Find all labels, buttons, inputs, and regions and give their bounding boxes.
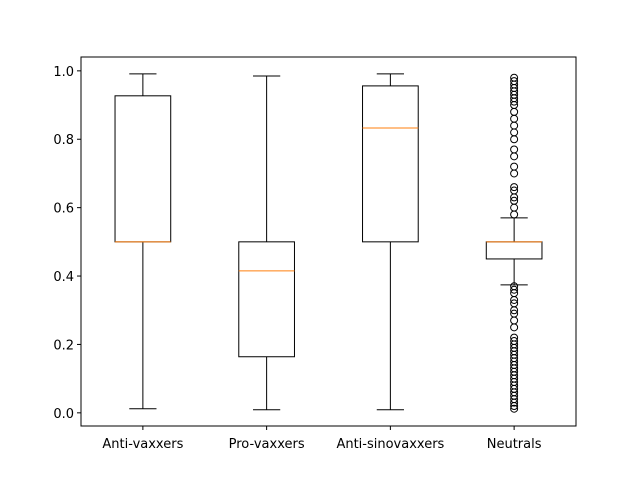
y-tick-label: 0.4 — [53, 270, 74, 285]
x-tick-label: Neutrals — [487, 437, 542, 452]
box — [362, 85, 419, 243]
flier — [510, 162, 519, 171]
x-tick-label: Anti-vaxxers — [102, 437, 183, 452]
flier — [510, 309, 519, 318]
plot-frame — [80, 56, 577, 427]
x-tick-label: Pro-vaxxers — [229, 437, 305, 452]
flier — [510, 77, 519, 86]
y-tick-label: 0.8 — [53, 133, 74, 148]
flier — [510, 186, 519, 195]
flier — [510, 183, 519, 192]
flier — [510, 196, 519, 205]
flier — [510, 299, 519, 308]
flier — [510, 285, 519, 294]
x-tick-label: Anti-sinovaxxers — [336, 437, 444, 452]
flier — [510, 145, 519, 154]
y-tick-label: 1.0 — [53, 65, 74, 80]
flier — [510, 337, 519, 346]
y-tick-label: 0.6 — [53, 202, 74, 217]
y-tick-label: 0.0 — [53, 407, 74, 422]
flier — [510, 333, 519, 342]
y-tick-label: 0.2 — [53, 338, 74, 353]
flier — [510, 282, 519, 291]
flier — [510, 404, 519, 413]
flier — [510, 73, 519, 82]
box — [238, 241, 295, 358]
